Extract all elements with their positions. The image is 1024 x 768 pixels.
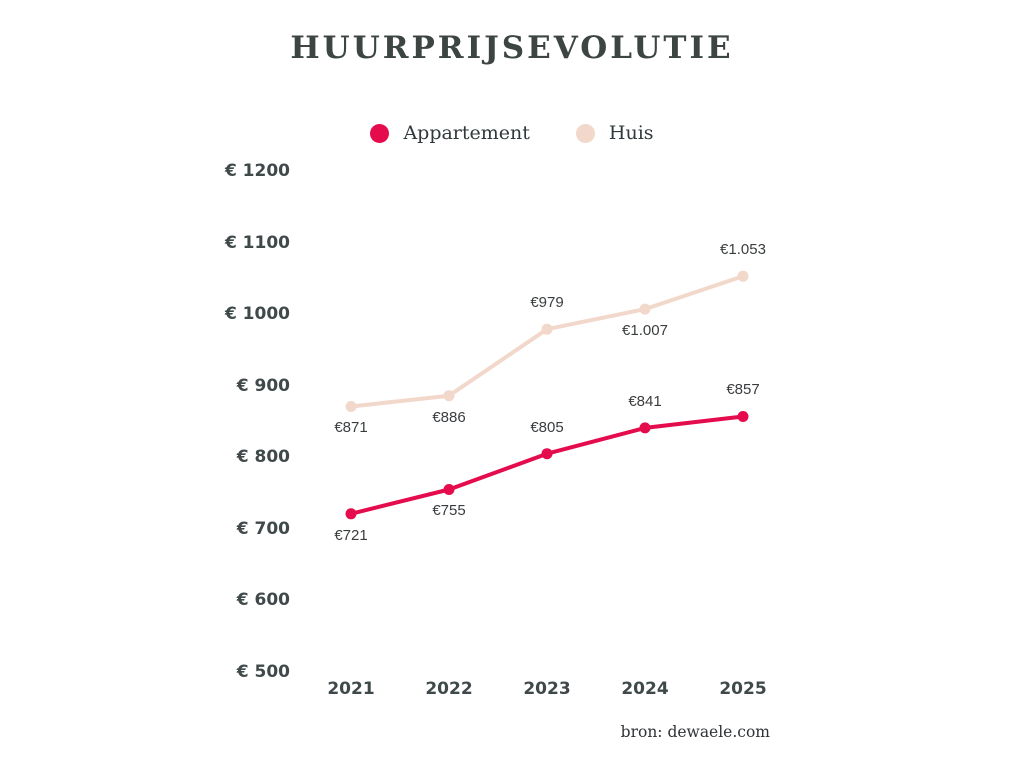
y-axis-tick-label: € 600 (236, 590, 290, 611)
data-point-huis-2023 (541, 323, 553, 335)
y-axis-tick-label: € 800 (236, 447, 290, 468)
y-axis-tick-label: € 700 (236, 518, 290, 539)
y-axis-tick-label: € 1200 (224, 161, 290, 181)
data-point-huis-2022 (443, 390, 455, 402)
data-point-label-huis-2021: €871 (334, 419, 368, 437)
data-point-huis-2021 (345, 401, 357, 412)
data-point-appartement-2023 (541, 448, 553, 460)
legend: Appartement Huis (0, 122, 1024, 144)
source-attribution: bron: dewaele.com (620, 723, 770, 741)
data-point-appartement-2025 (737, 411, 749, 422)
data-point-label-appartement-2021: €721 (334, 526, 368, 544)
data-point-label-huis-2023: €979 (530, 294, 564, 312)
legend-item-huis: Huis (575, 122, 654, 144)
x-axis-tick-label: 2024 (621, 679, 669, 699)
x-axis-tick-label: 2021 (327, 679, 375, 699)
data-point-huis-2024 (639, 303, 651, 315)
data-point-label-appartement-2024: €841 (628, 392, 662, 410)
data-point-huis-2025 (737, 270, 749, 282)
y-axis-tick-label: € 900 (236, 375, 290, 396)
legend-dot-huis-icon (575, 123, 595, 143)
legend-label-huis: Huis (608, 122, 654, 144)
x-axis-tick-label: 2022 (425, 679, 473, 699)
data-point-label-huis-2022: €886 (432, 408, 466, 426)
legend-item-appartement: Appartement (370, 122, 530, 144)
legend-label-appartement: Appartement (403, 122, 530, 144)
legend-dot-appartement-icon (370, 123, 390, 143)
data-point-appartement-2024 (639, 422, 651, 434)
data-point-label-appartement-2022: €755 (432, 502, 466, 520)
data-point-label-appartement-2025: €857 (726, 381, 760, 399)
x-axis-tick-label: 2023 (523, 679, 571, 699)
x-axis-tick-label: 2025 (719, 679, 767, 699)
data-point-label-huis-2024: €1.007 (622, 322, 668, 340)
y-axis-tick-label: € 1100 (224, 232, 290, 253)
data-point-label-appartement-2023: €805 (530, 418, 564, 436)
data-point-label-huis-2025: €1.053 (720, 241, 766, 259)
data-point-appartement-2022 (443, 484, 455, 495)
y-axis-tick-label: € 1000 (224, 304, 290, 325)
data-point-appartement-2021 (345, 508, 357, 520)
y-axis-tick-label: € 500 (236, 662, 290, 682)
chart-title: HUURPRIJSEVOLUTIE (290, 30, 734, 66)
